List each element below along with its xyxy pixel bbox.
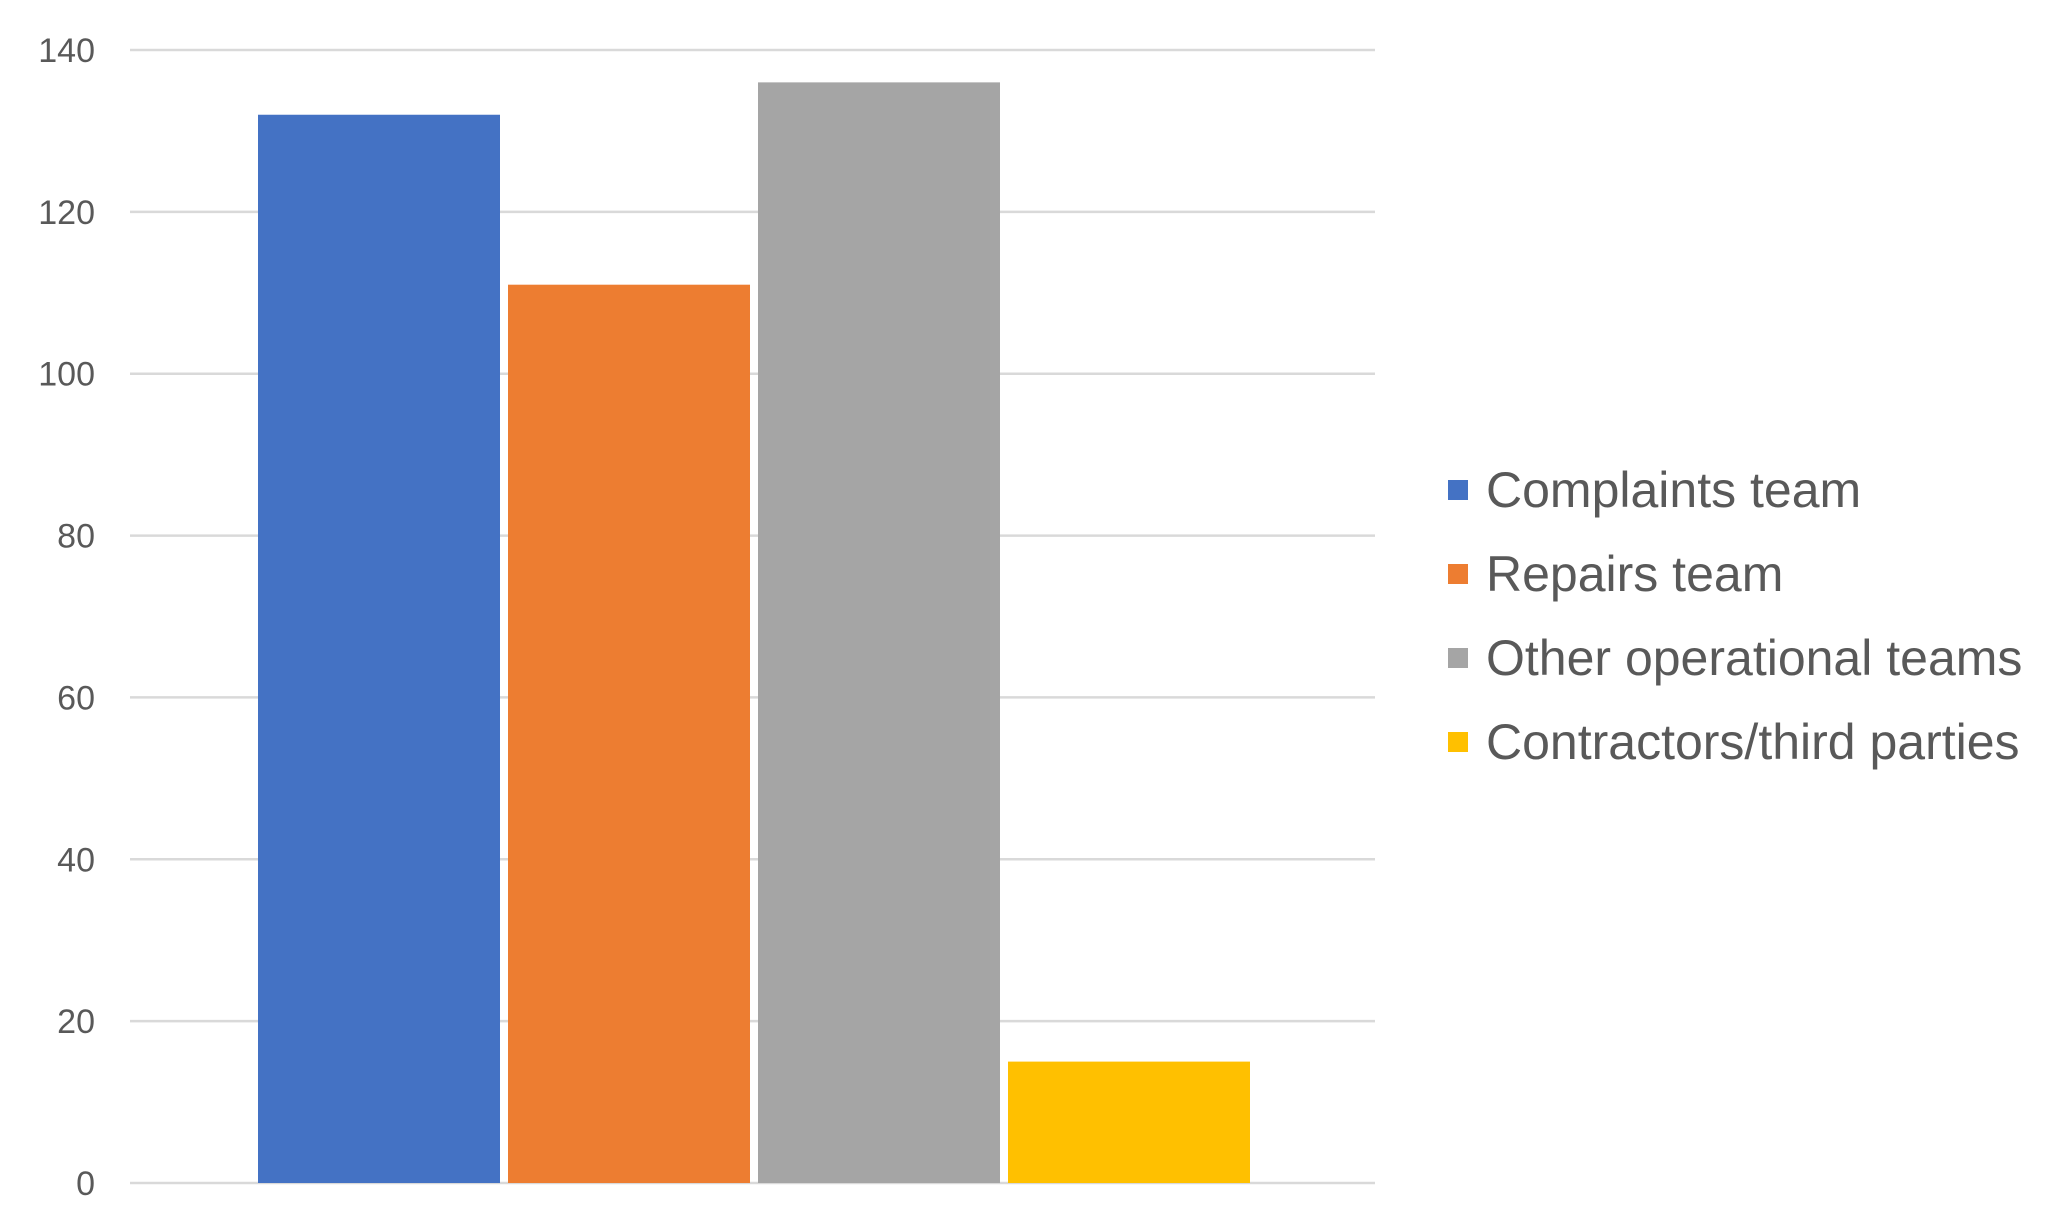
bar-other-operational-teams bbox=[758, 82, 1000, 1183]
y-axis-ticks: 0 20 40 60 80 100 120 140 bbox=[38, 32, 95, 1203]
bars bbox=[258, 82, 1250, 1183]
y-tick-label: 60 bbox=[57, 679, 95, 717]
legend-label: Other operational teams bbox=[1486, 630, 2022, 686]
legend-swatch bbox=[1448, 564, 1468, 584]
legend-item: Other operational teams bbox=[1448, 630, 2022, 686]
y-tick-label: 20 bbox=[57, 1003, 95, 1041]
legend-swatch bbox=[1448, 648, 1468, 668]
legend-label: Contractors/third parties bbox=[1486, 714, 2020, 770]
legend: Complaints team Repairs team Other operati… bbox=[1448, 462, 2022, 770]
y-tick-label: 40 bbox=[57, 841, 95, 879]
y-tick-label: 120 bbox=[38, 194, 95, 232]
legend-label: Complaints team bbox=[1486, 462, 1861, 518]
y-tick-label: 0 bbox=[76, 1165, 95, 1203]
legend-swatch bbox=[1448, 480, 1468, 500]
legend-label: Repairs team bbox=[1486, 546, 1783, 602]
legend-item: Contractors/third parties bbox=[1448, 714, 2020, 770]
bar-contractors-third-parties bbox=[1008, 1061, 1250, 1183]
y-tick-label: 140 bbox=[38, 32, 95, 70]
legend-swatch bbox=[1448, 732, 1468, 752]
legend-item: Complaints team bbox=[1448, 462, 1861, 518]
legend-item: Repairs team bbox=[1448, 546, 1783, 602]
y-tick-label: 80 bbox=[57, 518, 95, 556]
bar-complaints-team bbox=[258, 114, 500, 1183]
y-tick-label: 100 bbox=[38, 356, 95, 394]
bar-repairs-team bbox=[508, 284, 750, 1183]
